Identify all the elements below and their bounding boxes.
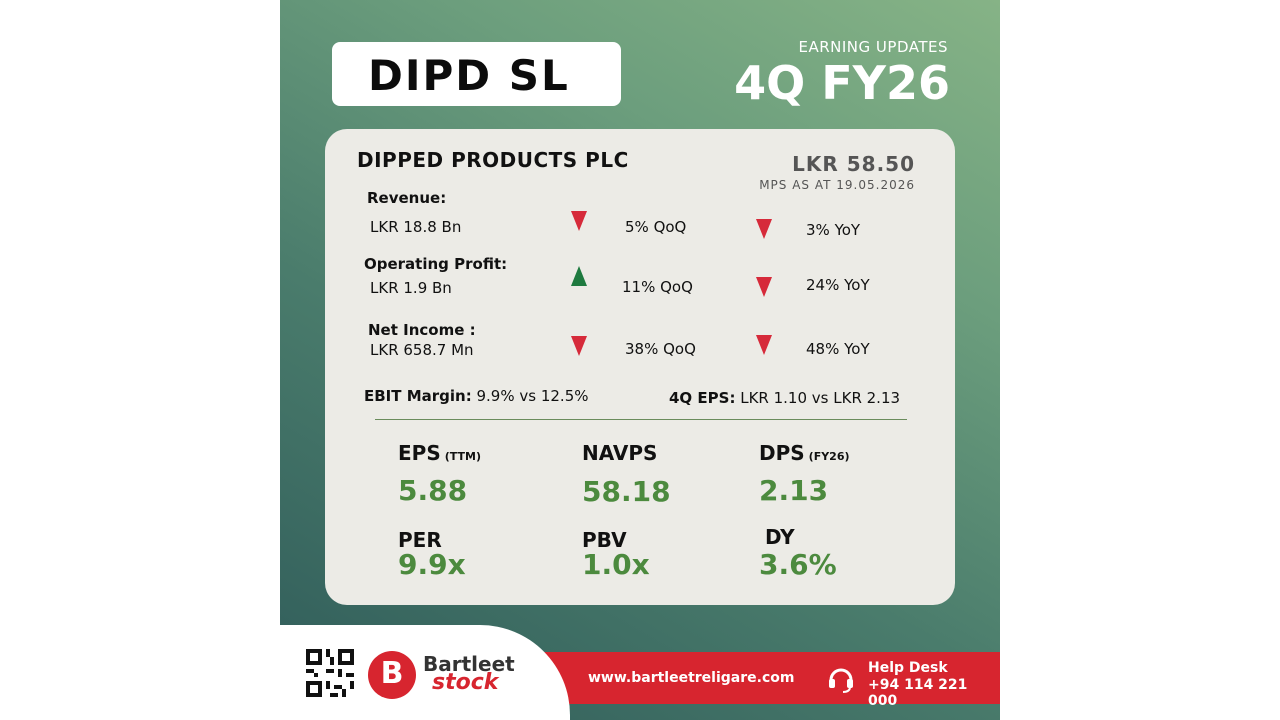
dps-label: DPS (FY26) <box>759 441 850 465</box>
operating-profit-yoy-down-arrow-icon <box>756 277 772 297</box>
market-price: LKR 58.50 <box>792 152 915 176</box>
revenue-qoq-down-arrow-icon <box>571 211 587 231</box>
headset-icon <box>829 668 853 693</box>
revenue-value: LKR 18.8 Bn <box>370 218 462 236</box>
per-value: 9.9x <box>398 548 466 581</box>
pbv-label: PBV <box>582 528 627 552</box>
eps-sub-label: (TTM) <box>444 450 481 463</box>
ebit-margin-line: EBIT Margin: 9.9% vs 12.5% <box>364 387 589 405</box>
earning-updates-label: EARNING UPDATES <box>798 38 948 56</box>
help-desk-phone[interactable]: +94 114 221 000 <box>868 677 968 709</box>
earnings-poster: DIPD SL EARNING UPDATES 4Q FY26 DIPPED P… <box>280 0 1000 720</box>
ticker-box: DIPD SL <box>332 42 621 106</box>
eps-label: EPS (TTM) <box>398 441 481 465</box>
section-divider <box>375 419 907 420</box>
net-income-label: Net Income : <box>368 321 476 339</box>
operating-profit-value: LKR 1.9 Bn <box>370 279 452 297</box>
navps-label: NAVPS <box>582 441 658 465</box>
company-name: DIPPED PRODUCTS PLC <box>357 148 629 172</box>
help-desk-label: Help Desk <box>868 660 948 676</box>
net-income-yoy-down-arrow-icon <box>756 335 772 355</box>
brand-name-bottom: stock <box>432 670 499 695</box>
qr-code-icon <box>306 649 354 697</box>
quarter-eps-value: LKR 1.10 vs LKR 2.13 <box>740 389 901 407</box>
dy-value: 3.6% <box>759 548 837 581</box>
per-label: PER <box>398 528 442 552</box>
quarter-eps-label: 4Q EPS: <box>669 389 736 407</box>
quarter-title: 4Q FY26 <box>734 56 950 110</box>
operating-profit-qoq-up-arrow-icon <box>571 266 587 286</box>
net-income-qoq: 38% QoQ <box>625 340 696 358</box>
revenue-label: Revenue: <box>367 189 447 207</box>
operating-profit-qoq: 11% QoQ <box>622 278 693 296</box>
website-link[interactable]: www.bartleetreligare.com <box>588 670 795 686</box>
revenue-yoy-down-arrow-icon <box>756 219 772 239</box>
eps-value: 5.88 <box>398 474 468 507</box>
quarter-eps-line: 4Q EPS: LKR 1.10 vs LKR 2.13 <box>669 389 900 407</box>
dy-label: DY <box>765 525 795 549</box>
ticker-symbol: DIPD SL <box>368 51 570 100</box>
revenue-qoq: 5% QoQ <box>625 218 687 236</box>
dps-sub-label: (FY26) <box>808 450 850 463</box>
market-price-date: MPS AS AT 19.05.2026 <box>759 178 915 192</box>
net-income-yoy: 48% YoY <box>806 340 870 358</box>
revenue-yoy: 3% YoY <box>806 221 861 239</box>
operating-profit-yoy: 24% YoY <box>806 276 870 294</box>
footer-bar: B Bartleet stock www.bartleetreligare.co… <box>280 625 1000 720</box>
earnings-card: DIPPED PRODUCTS PLC LKR 58.50 MPS AS AT … <box>325 129 955 605</box>
dps-value: 2.13 <box>759 474 829 507</box>
pbv-value: 1.0x <box>582 548 650 581</box>
navps-value: 58.18 <box>582 475 671 508</box>
ebit-margin-value: 9.9% vs 12.5% <box>476 387 589 405</box>
net-income-value: LKR 658.7 Mn <box>370 341 474 359</box>
brand-name-top: Bartleet <box>423 652 515 676</box>
bartleet-logo-icon: B <box>368 651 416 699</box>
ebit-margin-label: EBIT Margin: <box>364 387 472 405</box>
net-income-qoq-down-arrow-icon <box>571 336 587 356</box>
footer-red-band <box>520 652 1000 704</box>
operating-profit-label: Operating Profit: <box>364 255 508 273</box>
